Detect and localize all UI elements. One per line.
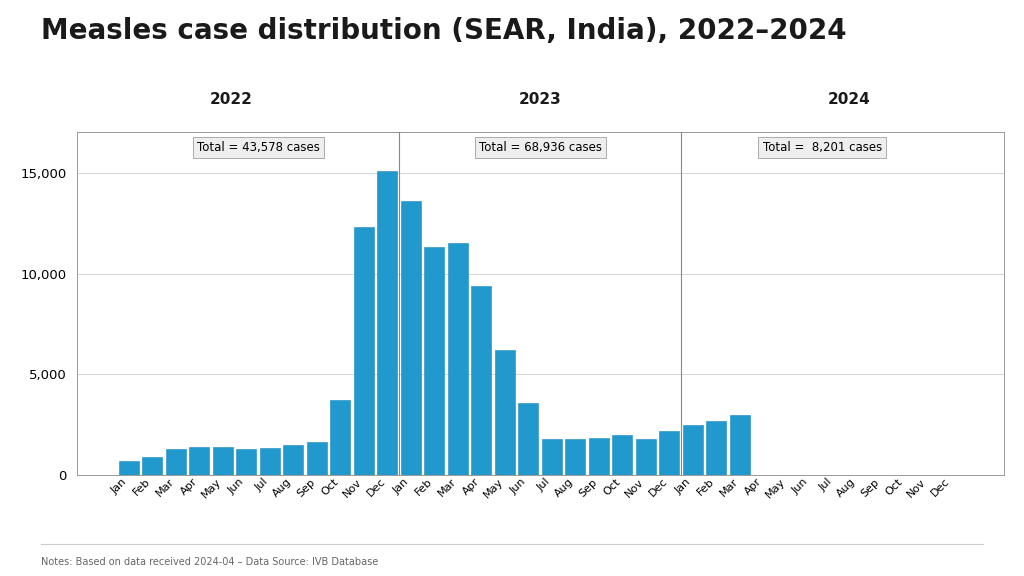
Bar <box>495 350 515 475</box>
Bar <box>237 449 256 475</box>
Bar <box>260 448 280 475</box>
Bar <box>542 439 562 475</box>
Bar <box>447 244 468 475</box>
Text: 2022: 2022 <box>210 92 253 107</box>
Bar <box>401 201 421 475</box>
Bar <box>565 439 586 475</box>
Bar <box>284 445 303 475</box>
Text: Total =  8,201 cases: Total = 8,201 cases <box>763 141 882 154</box>
Text: Measles case distribution (SEAR, India), 2022–2024: Measles case distribution (SEAR, India),… <box>41 17 847 46</box>
Bar <box>119 461 139 475</box>
Bar <box>683 425 702 475</box>
Text: 2023: 2023 <box>519 92 561 107</box>
Bar <box>307 442 327 475</box>
Bar <box>166 449 186 475</box>
Bar <box>659 431 679 475</box>
Text: Total = 43,578 cases: Total = 43,578 cases <box>197 141 319 154</box>
Bar <box>707 420 726 475</box>
Bar <box>189 447 209 475</box>
Bar <box>378 171 397 475</box>
Text: 2024: 2024 <box>827 92 870 107</box>
Bar <box>354 228 374 475</box>
Bar <box>471 286 492 475</box>
Bar <box>424 248 444 475</box>
Bar <box>213 447 232 475</box>
Bar <box>636 439 656 475</box>
Text: Total = 68,936 cases: Total = 68,936 cases <box>478 141 602 154</box>
Bar <box>730 415 750 475</box>
Bar <box>612 435 633 475</box>
Bar <box>142 457 163 475</box>
Bar <box>331 400 350 475</box>
Bar <box>589 438 609 475</box>
Bar <box>518 403 539 475</box>
Text: Notes: Based on data received 2024-04 – Data Source: IVB Database: Notes: Based on data received 2024-04 – … <box>41 558 378 567</box>
